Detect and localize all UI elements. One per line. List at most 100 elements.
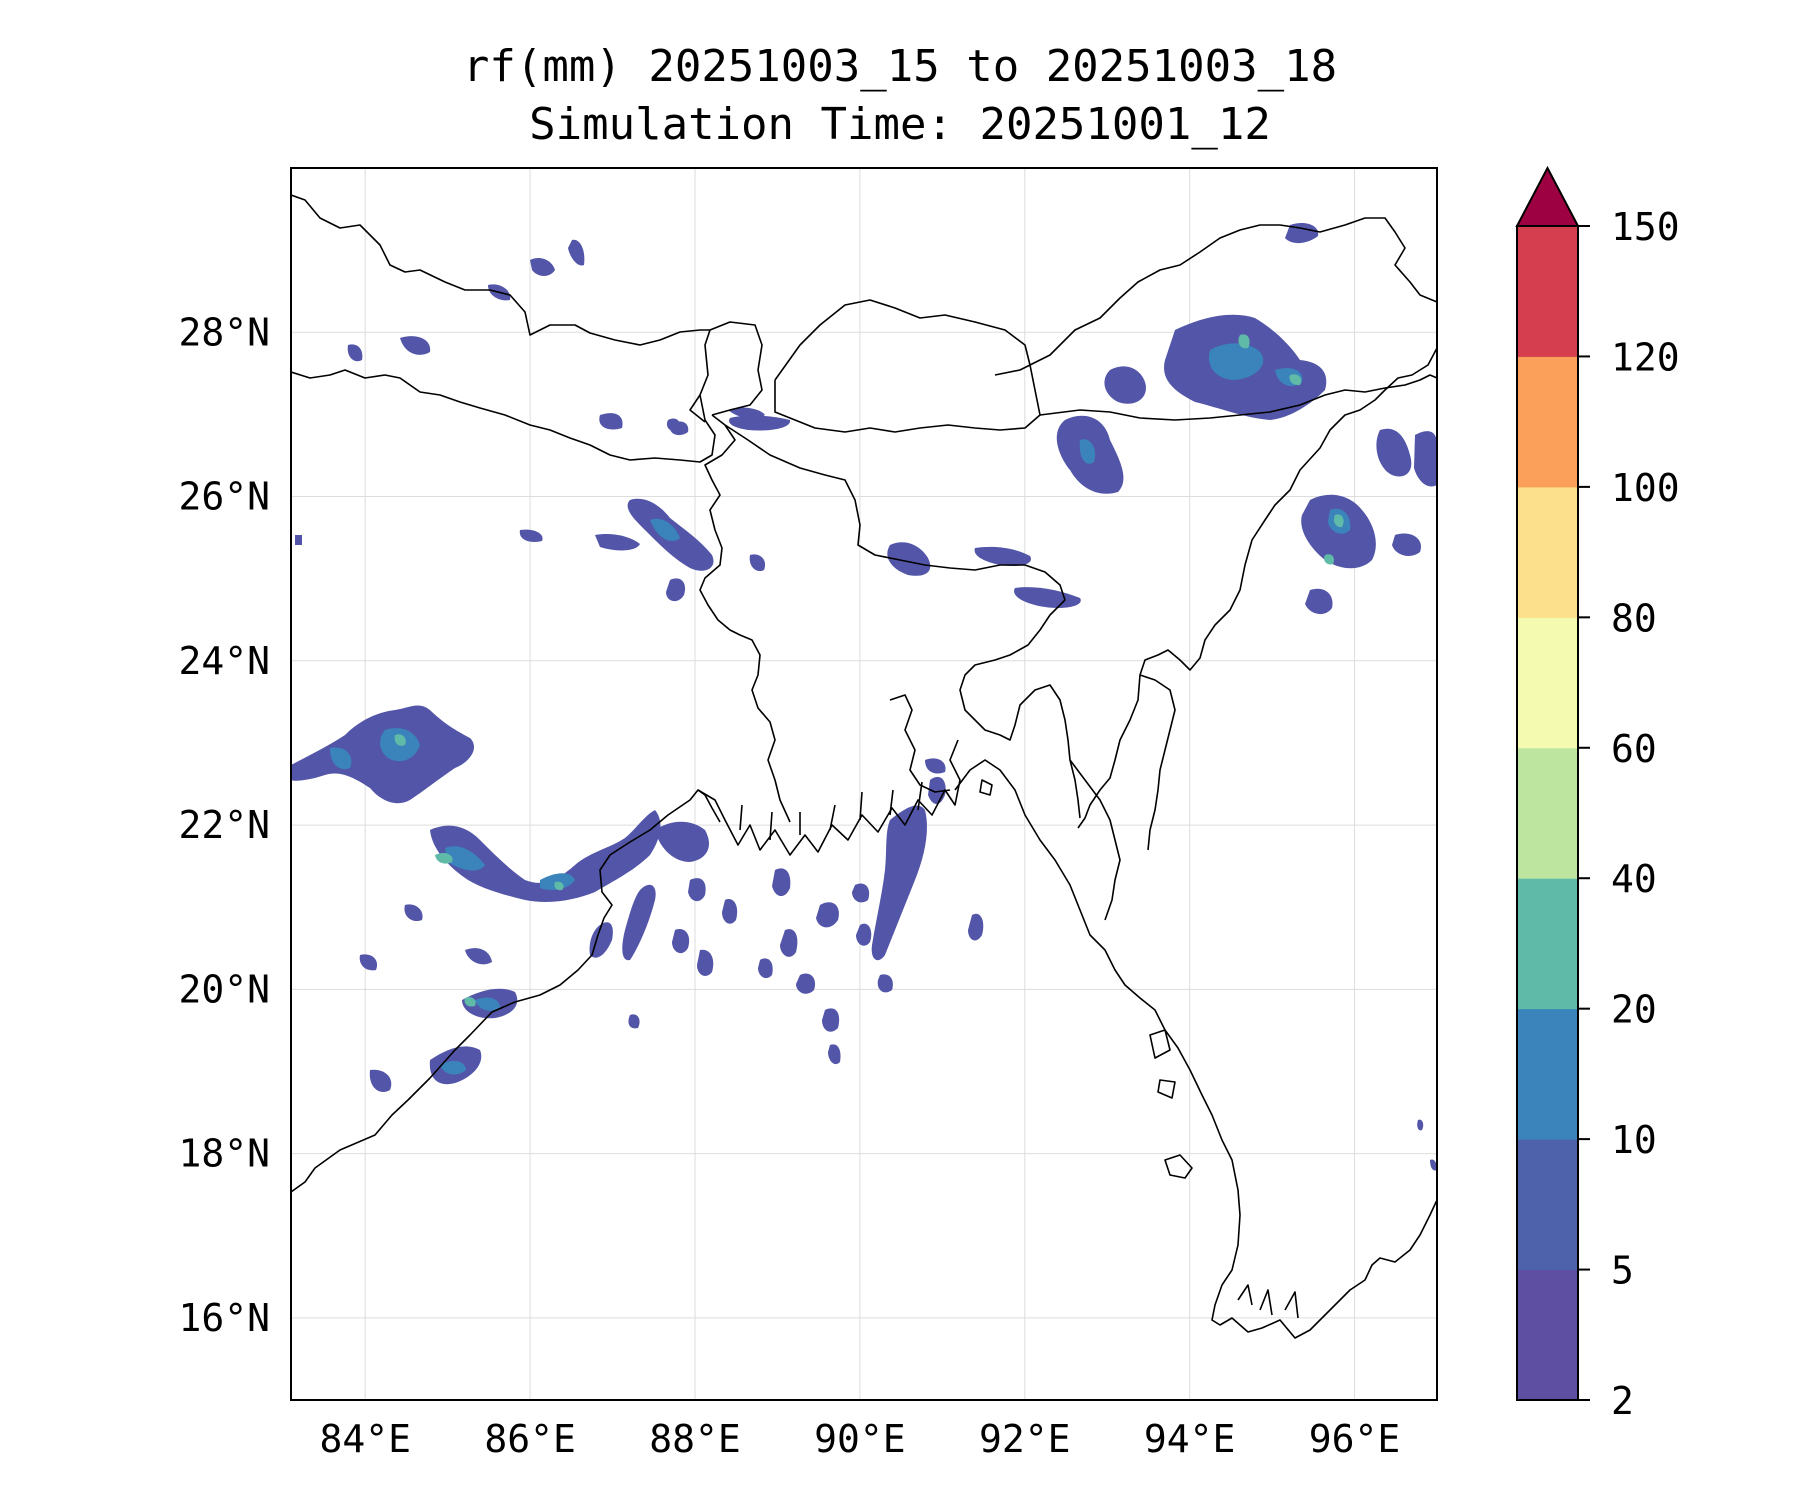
coastlines-and-borders — [291, 194, 1437, 1339]
rain-patch — [347, 344, 363, 362]
rain-patch — [780, 929, 798, 957]
colorbar-segment — [1517, 747, 1578, 879]
colorbar-tick-label: 100 — [1611, 466, 1680, 510]
colorbar-tick-label: 10 — [1611, 1118, 1657, 1162]
rain-patch — [1014, 587, 1081, 608]
rain-patch — [291, 705, 475, 804]
colorbar: 2 5 10 20 40 60 80 100 120 150 — [1515, 165, 1680, 1423]
rain-patch — [672, 929, 690, 954]
colorbar-tick-label: 5 — [1611, 1249, 1634, 1293]
colorbar-segment — [1517, 617, 1578, 749]
lon-tick-label: 84°E — [319, 1417, 411, 1461]
lon-tick-label: 96°E — [1309, 1417, 1401, 1461]
lat-tick-label: 20°N — [178, 967, 270, 1011]
rain-patch-heavy — [554, 881, 564, 891]
lat-tick-label: 24°N — [178, 639, 270, 683]
rain-patch — [530, 258, 555, 276]
rain-patch — [1285, 223, 1319, 244]
map-frame — [290, 167, 1438, 1401]
rain-patch — [568, 239, 585, 266]
rain-patch — [852, 883, 870, 903]
tripura-border — [1069, 759, 1121, 921]
island-shape — [1164, 1154, 1193, 1179]
colorbar-tick-label: 60 — [1611, 727, 1657, 771]
rain-patch-heavy — [464, 997, 476, 1007]
lat-tick-label: 28°N — [178, 310, 270, 354]
rain-patch-moderate — [650, 518, 680, 541]
rain-patch — [655, 821, 710, 862]
rain-patch — [796, 973, 816, 994]
chart-title: rf(mm) 20251003_15 to 20251003_18 Simula… — [0, 38, 1800, 154]
rain-patch — [871, 805, 927, 961]
arunachal-china-border — [994, 217, 1437, 376]
rain-patch — [1376, 428, 1412, 477]
delta-channels — [739, 781, 923, 841]
lat-tick-label: 18°N — [178, 1132, 270, 1176]
colorbar-frame — [1516, 225, 1579, 1401]
arunachal-assam-border — [1039, 374, 1437, 421]
india-east-coast — [291, 789, 721, 1193]
rainfall-contours — [291, 223, 1437, 1171]
title-line-2: Simulation Time: 20251001_12 — [529, 99, 1271, 150]
sikkim-border — [709, 321, 763, 416]
colorbar-tick-label: 2 — [1611, 1379, 1634, 1423]
rain-patch — [519, 529, 543, 542]
rain-patch-heavy — [1324, 554, 1335, 565]
colorbar-tick-label: 150 — [1611, 205, 1680, 249]
rain-patch — [595, 534, 640, 551]
colorbar-segment — [1517, 486, 1578, 618]
rain-patch — [465, 948, 492, 965]
myanmar-islands — [1149, 1029, 1176, 1099]
rain-patch — [295, 535, 302, 545]
rain-patch-heavy — [1333, 514, 1344, 528]
mizoram-border — [1139, 674, 1176, 851]
rain-patch — [430, 810, 661, 903]
nepal-west-fragment — [689, 394, 706, 423]
rain-patch — [589, 922, 613, 958]
rain-patch — [369, 1069, 392, 1092]
lon-tick-label: 88°E — [649, 1417, 741, 1461]
colorbar-segment — [1517, 1269, 1578, 1401]
rain-patch-moderate — [1079, 439, 1096, 464]
lon-tick-label: 92°E — [979, 1417, 1071, 1461]
colorbar-tick-label: 80 — [1611, 596, 1657, 640]
rain-patch — [722, 899, 738, 924]
rainfall-contours-heavy — [394, 334, 1344, 1007]
colorbar-segment — [1517, 1008, 1578, 1140]
rain-patch-heavy — [1238, 334, 1250, 349]
rain-patch — [816, 902, 839, 928]
myanmar-india-border — [1077, 347, 1437, 829]
sundarbans-delta — [697, 739, 961, 856]
rain-patch-moderate — [330, 747, 352, 770]
rain-patch — [688, 878, 706, 902]
colorbar-tick-label: 120 — [1611, 335, 1680, 379]
colorbar-tick-label: 40 — [1611, 857, 1657, 901]
rain-patch — [968, 913, 984, 941]
rain-patch — [666, 578, 686, 602]
bangladesh-north-border — [724, 424, 1081, 819]
colorbar-tick-label: 20 — [1611, 988, 1657, 1032]
rain-patch — [628, 1014, 640, 1029]
map-axes: 84°E 86°E 88°E 90°E 92°E 94°E 96°E 16°N 18°N 20°N… — [178, 310, 1400, 1461]
rain-patch-moderate — [540, 873, 575, 890]
meghna-estuary — [889, 694, 951, 793]
rain-patch — [728, 407, 765, 419]
rain-patch-moderate — [475, 997, 500, 1011]
rain-patch — [822, 1008, 840, 1032]
bangladesh-west-border — [699, 414, 791, 823]
rain-patch — [828, 1044, 841, 1065]
rain-patch-heavy — [394, 734, 406, 746]
rain-patch — [666, 418, 681, 432]
colorbar-segment — [1517, 226, 1578, 357]
colorbar-segment — [1517, 356, 1578, 488]
lat-tick-label: 22°N — [178, 803, 270, 847]
rain-patch — [758, 958, 773, 979]
lon-tick-label: 94°E — [1144, 1417, 1236, 1461]
rain-patch — [1104, 366, 1146, 404]
nepal-india-border — [291, 329, 716, 463]
rain-patch — [1305, 588, 1333, 615]
bangladesh-myanmar-coast — [954, 759, 1437, 1339]
rain-patch — [856, 923, 872, 946]
rain-patch — [749, 554, 766, 572]
